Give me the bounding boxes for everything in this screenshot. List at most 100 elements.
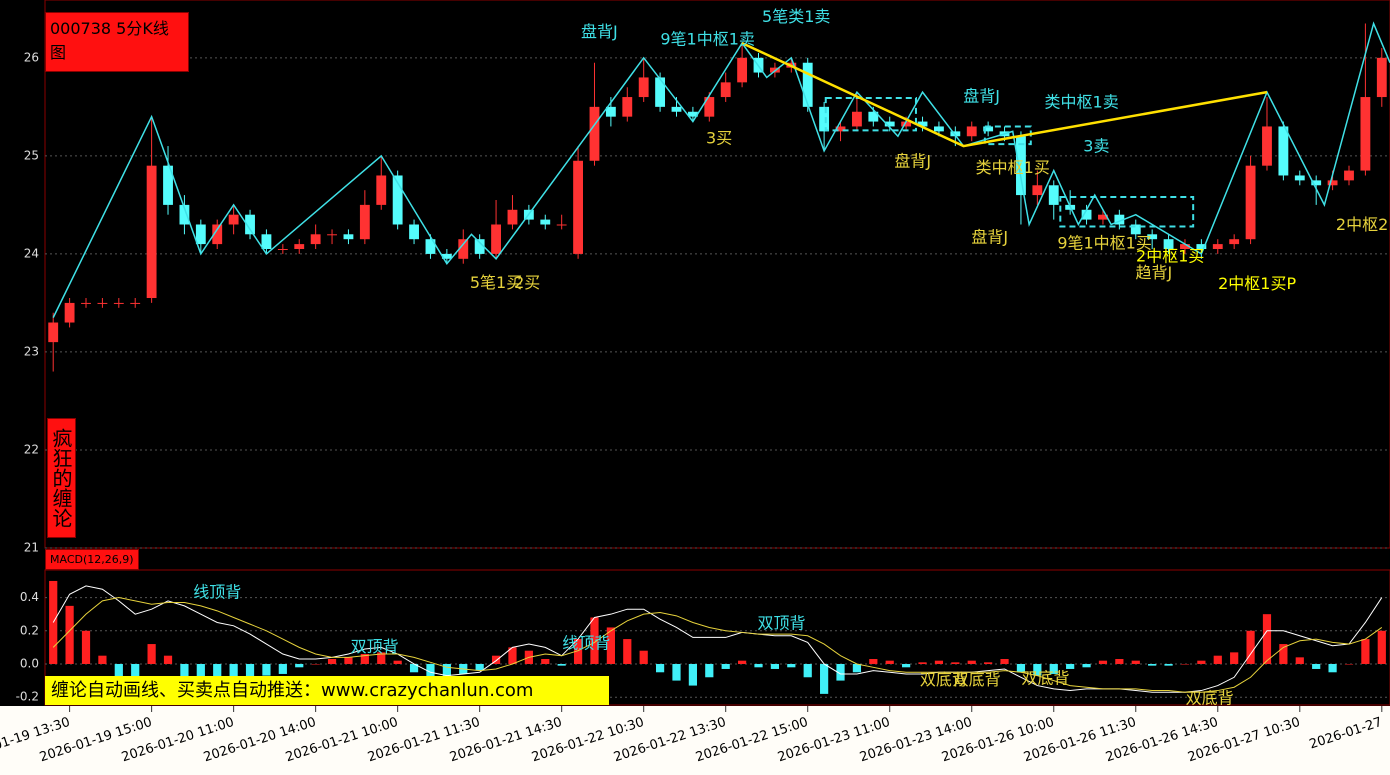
macd-bar	[508, 647, 517, 664]
candle-body	[1016, 136, 1026, 196]
macd-bar	[131, 663, 140, 681]
macd-bar	[147, 644, 156, 664]
candle-body	[802, 62, 813, 107]
macd-bar	[475, 663, 484, 671]
macd-bar	[852, 663, 862, 673]
candle-body	[638, 77, 649, 98]
y-tick-label: 0.0	[20, 656, 39, 670]
macd-bar	[1328, 663, 1337, 673]
macd-bar	[114, 663, 123, 678]
candle-body	[540, 219, 551, 225]
annotation: 2买	[514, 273, 540, 292]
zhongshu-box	[824, 97, 917, 132]
macd-bar	[820, 663, 829, 694]
macd-bar	[344, 657, 353, 664]
macd-bar	[491, 655, 501, 664]
candle-body	[1262, 126, 1272, 166]
macd-bar	[65, 605, 74, 664]
macd-bar	[1262, 614, 1272, 664]
macd-bar	[688, 663, 697, 686]
candle-body	[1147, 234, 1158, 240]
candle-body	[64, 302, 75, 323]
annotation: 类中枢1买	[976, 158, 1050, 177]
macd-bar	[918, 662, 927, 664]
candle-body	[130, 302, 141, 304]
macd-bar	[1082, 663, 1091, 668]
macd-bar	[770, 663, 780, 669]
candle-body	[277, 249, 288, 251]
candle-body	[687, 111, 698, 117]
candle-body	[622, 97, 633, 117]
macd-bar	[1361, 639, 1370, 664]
candle-body	[1294, 175, 1305, 181]
macd-bar	[1164, 663, 1173, 666]
candle-body	[261, 234, 272, 250]
candle-body	[589, 106, 600, 161]
annotation: 类中枢1卖	[1045, 92, 1119, 111]
macd-bar	[442, 663, 451, 679]
candle-body	[441, 253, 452, 259]
candle-body	[48, 322, 59, 343]
macd-bar	[721, 663, 730, 669]
macd-bar	[1180, 663, 1190, 665]
annotation: 盘背J	[894, 151, 931, 170]
candle-body	[868, 111, 879, 122]
annotation: 9笔1中枢1卖	[660, 30, 755, 49]
macd-bar	[245, 663, 255, 678]
macd-bar	[1098, 660, 1108, 664]
macd-bar	[738, 660, 747, 664]
macd-bar	[1131, 660, 1140, 664]
candle-body	[458, 239, 469, 259]
candle-body	[146, 165, 157, 299]
candle-body	[1360, 97, 1371, 171]
candle-body	[917, 121, 928, 127]
annotation: 双顶背	[757, 614, 805, 633]
macd-bar	[229, 663, 238, 679]
annotation: 双底背	[920, 670, 968, 689]
annotation: 双底背	[1022, 668, 1070, 687]
macd-bar	[1115, 659, 1124, 664]
macd-bar	[639, 650, 648, 664]
candle-body	[1376, 57, 1387, 98]
macd-bar	[393, 660, 402, 664]
candle-body	[1196, 244, 1207, 250]
candle-body	[1081, 209, 1092, 220]
macd-bar	[623, 639, 632, 664]
macd-bar	[1016, 663, 1026, 673]
annotation: 3买	[706, 129, 732, 148]
banner: 缠论自动画线、买卖点自动推送：www.crazychanlun.com	[45, 676, 609, 705]
macd-bar	[836, 663, 845, 681]
macd-bar	[984, 662, 993, 664]
annotation: 2中枢2	[1336, 215, 1388, 234]
candle-body	[1098, 214, 1108, 220]
candle-body	[113, 302, 124, 304]
candle-body	[966, 126, 977, 137]
macd-bar	[590, 617, 599, 664]
candle-body	[212, 224, 223, 245]
candle-body	[1212, 244, 1223, 250]
candle-body	[819, 106, 830, 132]
candle-body	[1344, 170, 1354, 181]
y-tick-label: 26	[24, 50, 39, 64]
candle-body	[1245, 165, 1256, 240]
candle-body	[1130, 224, 1141, 235]
macd-bar	[705, 663, 714, 678]
y-tick-label: 0.4	[20, 590, 39, 604]
side-label: 疯狂的缠论	[47, 418, 76, 538]
dea-line	[52, 597, 1383, 693]
candle-body	[901, 121, 912, 127]
macd-bar	[278, 663, 287, 674]
y-tick-label: 21	[24, 541, 39, 555]
macd-bar	[81, 630, 91, 664]
annotation: 线顶背	[562, 634, 610, 653]
macd-bar	[902, 663, 911, 668]
candle-body	[1048, 185, 1059, 205]
candle-body	[1327, 180, 1338, 186]
macd-bar	[1213, 655, 1222, 664]
annotation: 双底背	[953, 670, 1001, 689]
candle-body	[359, 204, 370, 240]
candle-body	[310, 234, 321, 245]
candle-body	[81, 302, 91, 304]
macd-bar	[672, 663, 681, 681]
